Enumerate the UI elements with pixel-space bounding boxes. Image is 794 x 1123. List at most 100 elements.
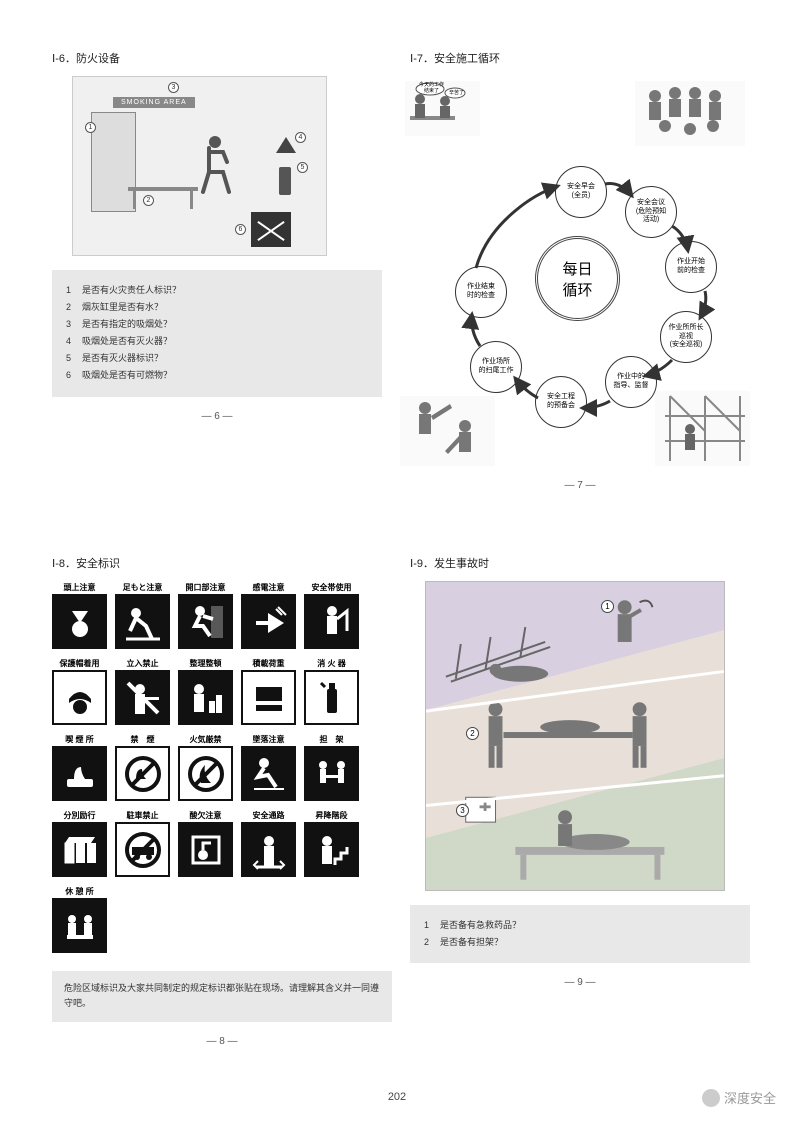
sign-pictogram-icon	[241, 594, 296, 649]
sign-pictogram-icon	[115, 746, 170, 801]
cycle-node-6: 安全工程 的预备会	[535, 376, 587, 428]
marker-3: 3	[168, 82, 179, 93]
sign-label: 安全帯使用	[304, 581, 359, 594]
p9-title: Ⅰ-9．发生事故时	[410, 555, 750, 571]
sign-pictogram-icon	[52, 898, 107, 953]
p6-q3: 是否有指定的吸烟处？	[82, 316, 172, 333]
safety-sign: 分別励行	[52, 809, 107, 877]
marker-5: 5	[297, 162, 308, 173]
p8-title: Ⅰ-8．安全标识	[52, 555, 392, 571]
p6-title: Ⅰ-6．防火设备	[52, 50, 382, 66]
p7-page-number: — 7 —	[410, 480, 750, 491]
marker-4: 4	[295, 132, 306, 143]
sign-label: 安全通路	[241, 809, 296, 822]
watermark: 深度安全	[702, 1088, 776, 1107]
cycle-node-1: 安全早会 (全员)	[555, 166, 607, 218]
group-meeting-icon	[635, 81, 745, 146]
sign-label: 分別励行	[52, 809, 107, 822]
sign-pictogram-icon	[52, 746, 107, 801]
sign-label: 担 架	[304, 733, 359, 746]
p6-page-number: — 6 —	[52, 411, 382, 422]
safety-sign: 足もと注意	[115, 581, 170, 649]
p9-questions: 1是否备有急救药品？ 2是否备有担架？	[410, 905, 750, 963]
sign-label: 立入禁止	[115, 657, 170, 670]
p6-illustration: SMOKING AREA 1 2 3 4 5 6	[72, 76, 327, 256]
p6-questions: 1是否有火灾责任人标识？ 2烟灰缸里是否有水？ 3是否有指定的吸烟处？ 4吸烟处…	[52, 270, 382, 397]
p7-title: Ⅰ-7．安全施工循环	[410, 50, 750, 66]
cycle-node-5: 作业中的 指导、监督	[605, 356, 657, 408]
sign-pictogram-icon	[304, 594, 359, 649]
marker-6: 6	[235, 224, 246, 235]
marker-2: 2	[143, 195, 154, 206]
safety-sign: 酸欠注意	[178, 809, 233, 877]
sign-label: 酸欠注意	[178, 809, 233, 822]
cycle-node-2: 安全会议 (危险预知 活动)	[625, 186, 677, 238]
safety-sign: 喫 煙 所	[52, 733, 107, 801]
sign-pictogram-icon	[115, 822, 170, 877]
accident-illustration: 1 2 3	[425, 581, 725, 891]
safety-sign: 感電注意	[241, 581, 296, 649]
sign-label: 墜落注意	[241, 733, 296, 746]
p9-q2: 是否备有担架？	[440, 934, 503, 951]
safety-sign: 墜落注意	[241, 733, 296, 801]
sign-pictogram-icon	[52, 822, 107, 877]
sign-label: 開口部注意	[178, 581, 233, 594]
sign-label: 足もと注意	[115, 581, 170, 594]
cycle-node-7: 作业场所 的扫尾工作	[470, 341, 522, 393]
sign-pictogram-icon	[115, 594, 170, 649]
sign-pictogram-icon	[241, 746, 296, 801]
safety-sign: 整理整頓	[178, 657, 233, 725]
panel-p8: Ⅰ-8．安全标识 頭上注意足もと注意開口部注意感電注意安全帯使用保護帽着用立入禁…	[52, 555, 392, 1065]
safety-sign: 火気厳禁	[178, 733, 233, 801]
cycle-node-4: 作业所所长 巡视 (安全巡视)	[660, 311, 712, 363]
panel-p6: Ⅰ-6．防火设备 SMOKING AREA 1 2 3 4 5 6 1是否有火灾…	[52, 50, 382, 480]
document-page-number: 202	[0, 1091, 794, 1103]
safety-sign: 積載荷重	[241, 657, 296, 725]
sign-label: 頭上注意	[52, 581, 107, 594]
safety-sign: 保護帽着用	[52, 657, 107, 725]
sign-label: 積載荷重	[241, 657, 296, 670]
p6-q6: 吸烟处是否有可燃物？	[82, 367, 172, 384]
safety-sign: 開口部注意	[178, 581, 233, 649]
fire-extinguisher-icon	[279, 167, 291, 195]
cycle-center: 每日 循环	[535, 236, 620, 321]
smoking-area-sign: SMOKING AREA	[113, 97, 195, 108]
sign-pictogram-icon	[178, 594, 233, 649]
safety-sign: 安全帯使用	[304, 581, 359, 649]
sign-label: 火気厳禁	[178, 733, 233, 746]
sign-label: 消 火 器	[304, 657, 359, 670]
sign-pictogram-icon	[52, 670, 107, 725]
panel-p7: Ⅰ-7．安全施工循环 今天的工作 结束了 辛苦了 每日 循环 安全早会 (全员)…	[410, 50, 750, 500]
daily-cycle-diagram: 今天的工作 结束了 辛苦了 每日 循环 安全早会 (全员) 安全会议 (危险预知…	[410, 76, 740, 466]
speech-bubble-1: 今天的工作 结束了	[419, 83, 444, 94]
sign-pictogram-icon	[178, 670, 233, 725]
safety-sign: 休 憩 所	[52, 885, 107, 953]
cycle-node-8: 作业结束 时的检查	[455, 266, 507, 318]
safety-sign: 頭上注意	[52, 581, 107, 649]
p6-q5: 是否有灭火器标识？	[82, 350, 163, 367]
panel-dividers	[426, 582, 724, 890]
sign-label: 保護帽着用	[52, 657, 107, 670]
cycle-node-3: 作业开始 前的检查	[665, 241, 717, 293]
safety-sign: 禁 煙	[115, 733, 170, 801]
p6-q4: 吸烟处是否有灭火器？	[82, 333, 172, 350]
p9-q1: 是否备有急救药品？	[440, 917, 521, 934]
safety-sign: 消 火 器	[304, 657, 359, 725]
safety-sign: 安全通路	[241, 809, 296, 877]
scaffold-inspect-icon	[655, 391, 750, 466]
sign-pictogram-icon	[304, 822, 359, 877]
sign-pictogram-icon	[241, 822, 296, 877]
p8-note: 危险区域标识及大家共同制定的规定标识都张贴在现场。请理解其含义并一同遵守吧。	[52, 971, 392, 1022]
safety-sign: 駐車禁止	[115, 809, 170, 877]
sign-pictogram-icon	[241, 670, 296, 725]
sign-pictogram-icon	[178, 746, 233, 801]
bench	[128, 187, 198, 191]
safety-sign: 昇降階段	[304, 809, 359, 877]
p6-q2: 烟灰缸里是否有水？	[82, 299, 163, 316]
safety-signs-grid: 頭上注意足もと注意開口部注意感電注意安全帯使用保護帽着用立入禁止整理整頓積載荷重…	[52, 581, 392, 953]
marker-1: 1	[85, 122, 96, 133]
sign-pictogram-icon	[52, 594, 107, 649]
no-combustibles-icon	[251, 212, 291, 247]
sign-label: 喫 煙 所	[52, 733, 107, 746]
safety-sign: 担 架	[304, 733, 359, 801]
